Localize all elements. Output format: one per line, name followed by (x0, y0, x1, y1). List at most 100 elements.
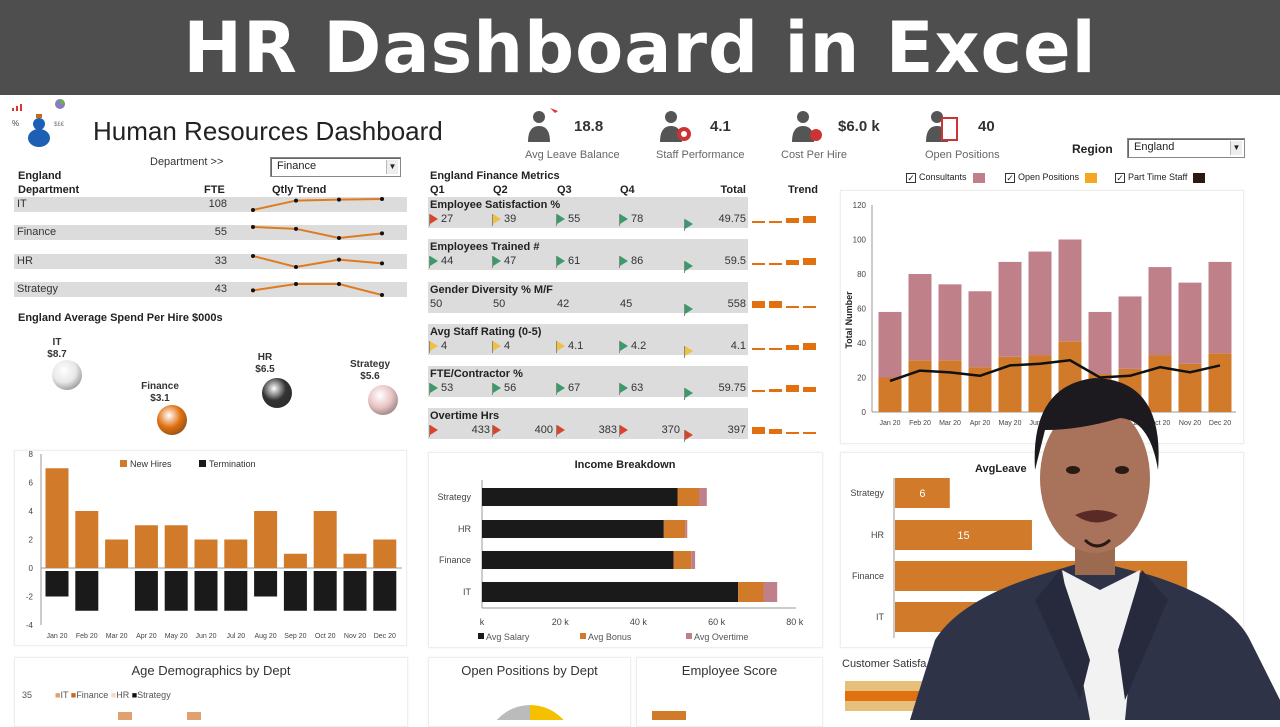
metric-row[interactable] (428, 239, 748, 270)
flag-icon (619, 256, 628, 269)
metric-trend-bar (752, 301, 765, 308)
metric-quarter-value: 4.2 (619, 340, 646, 354)
legend-swatch (686, 633, 692, 639)
metric-quarter-value: 61 (556, 255, 580, 269)
metric-row[interactable] (428, 282, 748, 313)
sparkline (252, 226, 383, 240)
metric-quarter-value: 78 (619, 213, 643, 227)
chevron-down-icon[interactable]: ▼ (386, 160, 398, 174)
termination-bar (45, 571, 69, 597)
sparkline-point (380, 261, 384, 266)
spend-bubble[interactable] (368, 385, 398, 415)
metric-quarter-value: 4.1 (556, 340, 583, 354)
sparkline-point (294, 265, 298, 269)
x-tick-label: Feb 20 (76, 633, 98, 640)
metric-quarter-value: 55 (556, 213, 580, 227)
legend-toggle[interactable]: ✓ Consultants (906, 172, 985, 183)
video-title-banner: HR Dashboard in Excel (0, 0, 1280, 95)
x-tick-label: May 20 (165, 633, 188, 640)
x-tick-label: Nov 20 (344, 633, 366, 640)
metric-trend-bar (786, 431, 799, 434)
metrics-header: Trend (788, 184, 818, 196)
dept-fte: 33 (214, 255, 227, 267)
metric-row[interactable] (428, 324, 748, 355)
consultants-bar (1148, 267, 1172, 356)
customer-satisfaction-bar (845, 691, 935, 701)
flag-icon (619, 383, 628, 396)
metric-trend-bar (786, 345, 799, 350)
metric-total: 397 (727, 424, 746, 436)
open-positions-bar (908, 360, 932, 412)
region-dropdown[interactable]: England ▼ (1127, 138, 1245, 158)
employee-dollar-icon (790, 108, 822, 142)
income-bar-avg-bonus (738, 582, 764, 602)
x-tick-label: Dec 20 (1209, 420, 1231, 427)
income-bar-avg-salary (482, 520, 664, 538)
metric-row[interactable] (428, 408, 748, 439)
sparkline-point (337, 236, 341, 240)
dept-fte: 43 (214, 283, 227, 295)
metric-trend-bar (786, 218, 799, 223)
sparkline (252, 198, 383, 211)
metric-trend-bar (786, 260, 799, 265)
x-tick-label: Nov 20 (1179, 420, 1201, 427)
checkbox-icon[interactable]: ✓ (906, 172, 916, 183)
spend-per-hire-title: England Average Spend Per Hire $000s (18, 312, 223, 324)
income-bar-avg-overtime (699, 488, 707, 506)
x-tick-label: Jul 20 (226, 633, 245, 640)
metric-row[interactable] (428, 197, 748, 228)
metric-quarter-value: 86 (619, 255, 643, 269)
consultants-bar (1178, 282, 1202, 364)
metric-quarter-value: 50 (430, 298, 443, 310)
income-bar-avg-bonus (663, 520, 686, 538)
flag-icon (492, 341, 501, 354)
legend-toggle[interactable]: ✓ Part Time Staff (1115, 172, 1206, 183)
y-tick-label: 6 (29, 479, 34, 488)
kpi-value: 4.1 (710, 118, 731, 135)
dept-row[interactable] (14, 282, 407, 297)
checkbox-icon[interactable]: ✓ (1005, 172, 1015, 183)
department-dropdown[interactable]: Finance ▼ (270, 157, 401, 177)
termination-bar (313, 571, 337, 611)
checkbox-icon[interactable]: ✓ (1115, 172, 1125, 183)
x-tick-label: 20 k (552, 617, 570, 627)
metric-row[interactable] (428, 366, 748, 397)
flag-icon (492, 214, 501, 227)
legend-toggle[interactable]: ✓ Open Positions (1005, 172, 1098, 183)
spend-bubble[interactable] (52, 360, 82, 390)
metric-quarter-value: 4 (429, 340, 447, 354)
metric-total: 59.75 (718, 382, 746, 394)
metric-name: Avg Staff Rating (0-5) (430, 326, 542, 338)
metrics-header: Q2 (493, 184, 508, 196)
dept-name: Strategy (17, 283, 58, 295)
flag-icon (619, 341, 628, 354)
new-hires-bar (313, 511, 337, 568)
age-bar (118, 712, 132, 720)
spend-bubble[interactable] (262, 378, 292, 408)
sparkline-point (337, 257, 341, 262)
y-tick-label: 4 (29, 507, 34, 516)
legend-label: New Hires (130, 459, 172, 469)
flag-icon (556, 425, 565, 438)
y-tick-label: 100 (853, 236, 867, 245)
dept-row[interactable] (14, 225, 407, 240)
y-tick-label: 40 (857, 339, 866, 348)
sparkline-point (294, 198, 298, 203)
dept-fte: 55 (214, 226, 227, 238)
metric-name: Employees Trained # (430, 241, 540, 253)
age-ytick: 35 (22, 690, 33, 700)
metric-trend-bar (769, 262, 782, 265)
flag-icon (684, 303, 693, 316)
y-tick-label: IT (463, 587, 472, 597)
open-positions-bar (1148, 355, 1172, 412)
x-tick-label: Apr 20 (970, 420, 991, 427)
x-tick-label: 80 k (786, 617, 804, 627)
metrics-header: Q4 (620, 184, 635, 196)
chevron-down-icon[interactable]: ▼ (1230, 141, 1242, 155)
sparkline-point (337, 197, 341, 202)
open-positions-bar (998, 356, 1022, 412)
new-hires-bar (75, 511, 99, 568)
spend-bubble[interactable] (157, 405, 187, 435)
y-tick-label: 2 (29, 536, 34, 545)
customer-satisfaction-title: Customer Satisfa (842, 658, 927, 670)
